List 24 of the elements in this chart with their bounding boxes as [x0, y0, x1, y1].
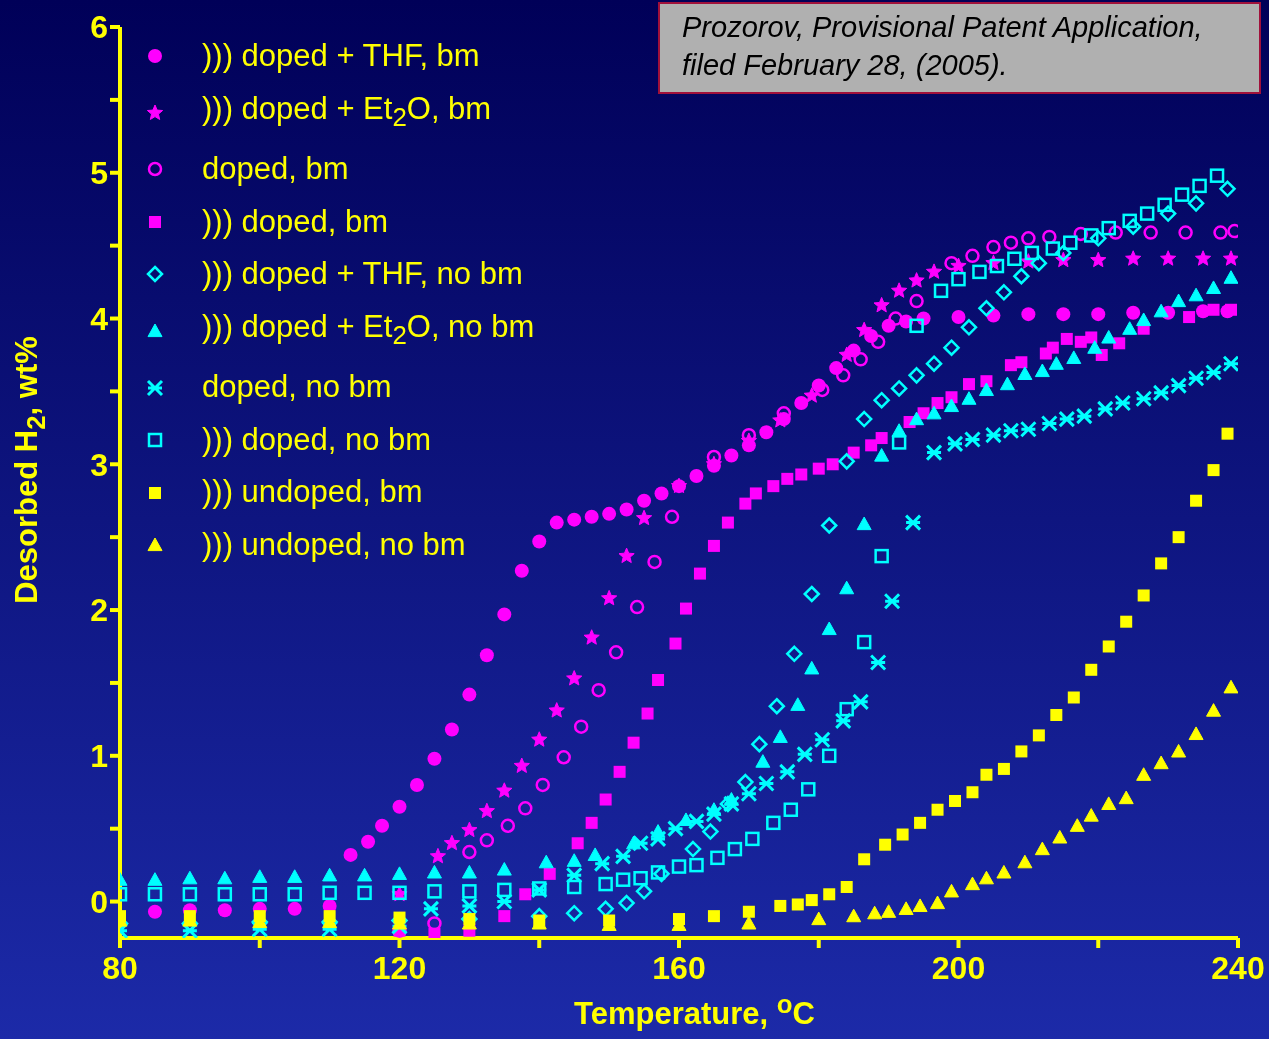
x-tick-label: 160 [652, 949, 706, 986]
x-tick-label: 200 [931, 949, 986, 986]
x-tick-label: 80 [102, 949, 138, 986]
legend-label: ))) doped + THF, no bm [202, 255, 523, 294]
y-tick-label: 2 [90, 592, 108, 629]
y-tick-label: 1 [90, 738, 108, 775]
legend-label: ))) doped, no bm [202, 420, 432, 459]
annotation: Prozorov, Provisional Patent Application, filed February 28, (2005). [658, 2, 1261, 94]
y-tick-label: 6 [90, 9, 108, 46]
legend-label: ))) undoped, bm [202, 473, 423, 512]
legend-label: ))) doped + THF, bm [202, 37, 480, 75]
y-tick-label: 3 [90, 446, 108, 483]
y-tick-label: 4 [90, 300, 109, 337]
x-tick-label: 120 [372, 949, 427, 986]
x-tick-label: 240 [1211, 949, 1265, 986]
x-axis-title: Temperature, $^{o}$C [573, 990, 816, 1033]
y-tick-label: 0 [90, 883, 108, 920]
legend-label: ))) doped + Et$_{2}$O, bm [202, 89, 492, 133]
legend-label: ))) doped, bm [202, 202, 389, 241]
y-tick-label: 5 [90, 155, 108, 192]
legend-label: doped, bm [202, 150, 349, 189]
legend-label: doped, no bm [202, 368, 392, 407]
legend-label: ))) doped + Et$_{2}$O, no bm [202, 307, 535, 351]
legend-label: ))) undoped, no bm [202, 525, 466, 564]
